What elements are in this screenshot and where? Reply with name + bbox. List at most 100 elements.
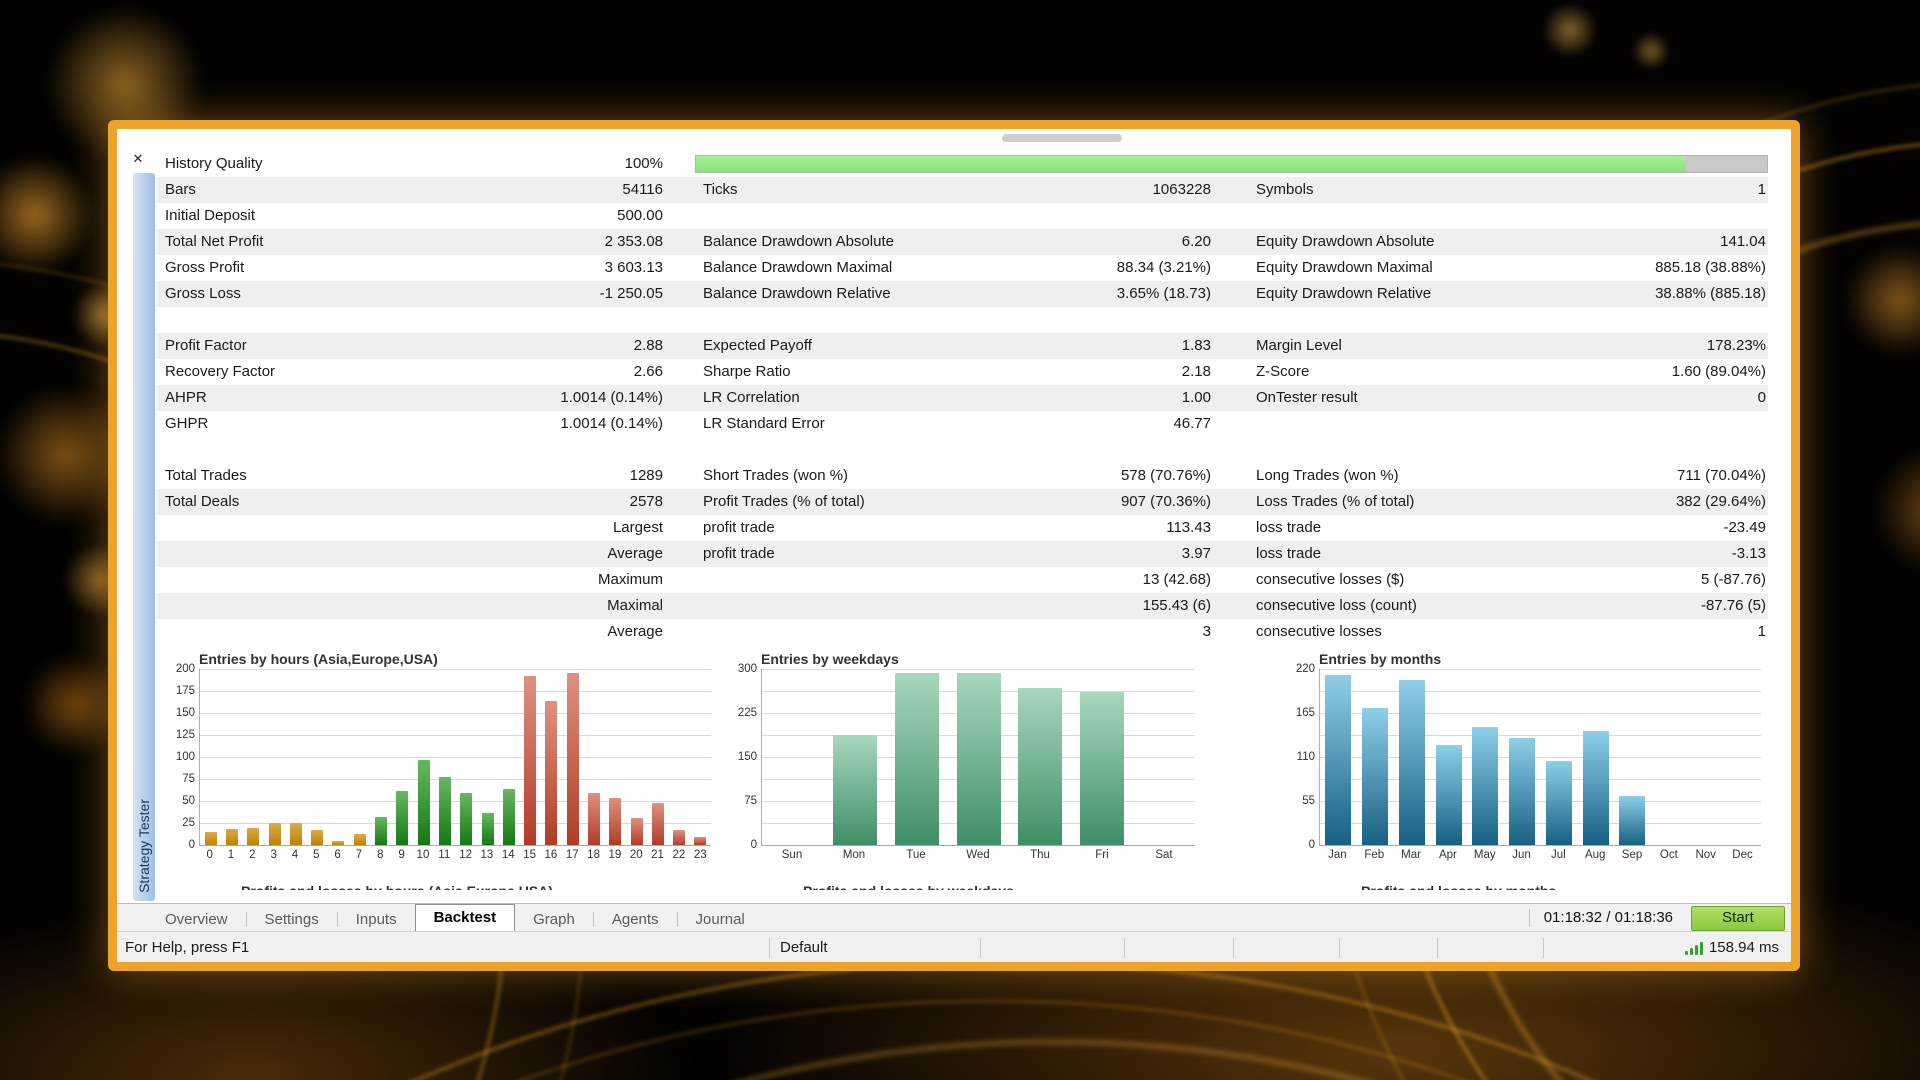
x-axis-tick-label: 5 — [313, 849, 320, 861]
stats-row: Average 3 consecutive losses 1 — [157, 619, 1768, 645]
tab-bar: Overview Settings Inputs Backtest Graph Agent… — [117, 903, 1791, 932]
charts-section: Entries by hours (Asia,Europe,USA) 0 25 50 7… — [117, 645, 1791, 890]
stat-value: Largest — [612, 519, 663, 536]
x-axis-tick-label: 15 — [523, 849, 536, 861]
profile-cell[interactable]: Default — [769, 937, 980, 958]
stat-label — [157, 593, 165, 619]
gridline — [200, 691, 711, 692]
bar — [524, 676, 537, 845]
tab-journal[interactable]: Journal — [695, 911, 745, 928]
clipped-section-title: Profits and losses by weekdays — [803, 883, 1233, 890]
stat-label: LR Standard Error — [703, 415, 825, 432]
bar-slot — [1009, 669, 1071, 845]
bar-slot — [1614, 669, 1651, 845]
bar-slot — [413, 669, 434, 845]
stat-value: 141.04 — [1720, 233, 1766, 250]
bar — [204, 831, 217, 845]
tab-graph[interactable]: Graph — [533, 911, 575, 928]
stat-label: consecutive loss (count) — [1256, 597, 1417, 614]
bar-slot — [1577, 669, 1614, 845]
stat-label: Balance Drawdown Relative — [703, 285, 891, 302]
stat-label: Margin Level — [1256, 337, 1342, 354]
stat-value: 3.97 — [1181, 545, 1211, 562]
y-axis-tick-label: 125 — [175, 729, 195, 741]
stat-value: 907 (70.36%) — [1120, 493, 1211, 510]
stat-label: loss trade — [1256, 545, 1322, 562]
bar — [609, 798, 622, 845]
x-axis-tick-label: 3 — [270, 849, 277, 861]
x-axis-tick-label: Sat — [1155, 849, 1173, 861]
bar — [502, 788, 515, 845]
bar-slot — [200, 669, 221, 845]
side-panel-tab[interactable]: Strategy Tester — [133, 173, 155, 901]
chart-plot-area: 0 55 110 165 220 — [1296, 663, 1761, 851]
bar-slot — [221, 669, 242, 845]
x-axis-tick-label: 21 — [651, 849, 664, 861]
stat-value: 155.43 (6) — [1142, 597, 1211, 614]
x-axis-tick-label: 4 — [291, 849, 299, 861]
gridline — [200, 713, 711, 714]
tab-overview[interactable]: Overview — [165, 911, 228, 928]
x-axis-labels: Sun Mon Tue Wed Thu Fri Sat — [761, 849, 1195, 861]
clipped-section-title: Profits and losses by hours (Asia,Europe… — [241, 883, 671, 890]
spacer-row — [157, 437, 1768, 463]
bokeh — [0, 150, 100, 280]
x-axis-tick-label: 8 — [377, 849, 384, 861]
y-axis-tick-label: 75 — [182, 773, 195, 785]
horizontal-scrollbar-thumb[interactable] — [1002, 134, 1122, 142]
stat-label: GHPR — [165, 415, 209, 432]
bar-slot — [1357, 669, 1394, 845]
bar-slot — [328, 669, 349, 845]
bar — [673, 830, 686, 845]
stats-row: Total Net Profit 2 353.08 Balance Drawdown… — [157, 229, 1768, 255]
bar-slot — [1394, 669, 1431, 845]
bokeh — [1630, 30, 1672, 72]
x-axis-tick-label: Oct — [1659, 849, 1678, 861]
tab-settings[interactable]: Settings — [264, 911, 319, 928]
stats-row: Total Deals 2578 Profit Trades (% of total… — [157, 489, 1768, 515]
x-axis-tick-label: 1 — [227, 849, 235, 861]
stat-value: 13 (42.68) — [1142, 571, 1211, 588]
stat-label: Expected Payoff — [703, 337, 812, 354]
tab-backtest[interactable]: Backtest — [414, 904, 516, 932]
stat-label — [157, 515, 165, 541]
tab-agents[interactable]: Agents — [611, 911, 659, 928]
stat-label — [157, 541, 165, 567]
stat-value: Average — [607, 545, 663, 562]
stat-value: 1.0014 (0.14%) — [560, 415, 663, 432]
x-axis-tick-label: 6 — [334, 849, 341, 861]
close-icon[interactable]: ✕ — [132, 151, 144, 166]
tabs: Overview Settings Inputs Backtest Graph Agent… — [147, 904, 763, 932]
gridline — [200, 757, 711, 758]
stat-value: 1 — [1757, 623, 1766, 640]
x-axis-tick-label: Mar — [1401, 849, 1421, 861]
bar-slot — [1320, 669, 1357, 845]
y-axis-tick-label: 50 — [182, 795, 195, 807]
bar-slot — [690, 669, 711, 845]
x-axis-tick-label: Dec — [1732, 849, 1753, 861]
stat-value: 2.66 — [633, 363, 663, 380]
y-axis-tick-label: 110 — [1296, 751, 1315, 763]
chart-entries-by-weekdays: Entries by weekdays 0 75 150 225 300 Sun Mon Tue… — [721, 651, 1195, 879]
status-cell — [1124, 937, 1233, 958]
stat-label: History Quality — [165, 155, 263, 172]
y-axis-tick-label: 55 — [1302, 795, 1315, 807]
stats-row: Profit Factor 2.88 Expected Payoff 1.83 Marg… — [157, 333, 1768, 359]
stat-label: Profit Trades (% of total) — [703, 493, 865, 510]
bar-slot — [349, 669, 370, 845]
bokeh — [1840, 240, 1920, 360]
tab-inputs[interactable]: Inputs — [355, 911, 397, 928]
stat-value: 1289 — [629, 467, 663, 484]
stat-label: LR Correlation — [703, 389, 800, 406]
x-axis-tick-label: 20 — [629, 849, 643, 861]
bar — [1619, 796, 1646, 845]
x-axis-tick-label: 14 — [501, 849, 515, 861]
bar-slot — [669, 669, 690, 845]
bar — [247, 828, 260, 845]
x-axis-tick-label: Mon — [842, 849, 866, 861]
bar — [1472, 726, 1499, 845]
backtest-timer: 01:18:32 / 01:18:36 — [1528, 909, 1687, 927]
stat-value: 1.83 — [1181, 337, 1211, 354]
bar — [566, 672, 579, 845]
start-button[interactable]: Start — [1691, 905, 1785, 931]
